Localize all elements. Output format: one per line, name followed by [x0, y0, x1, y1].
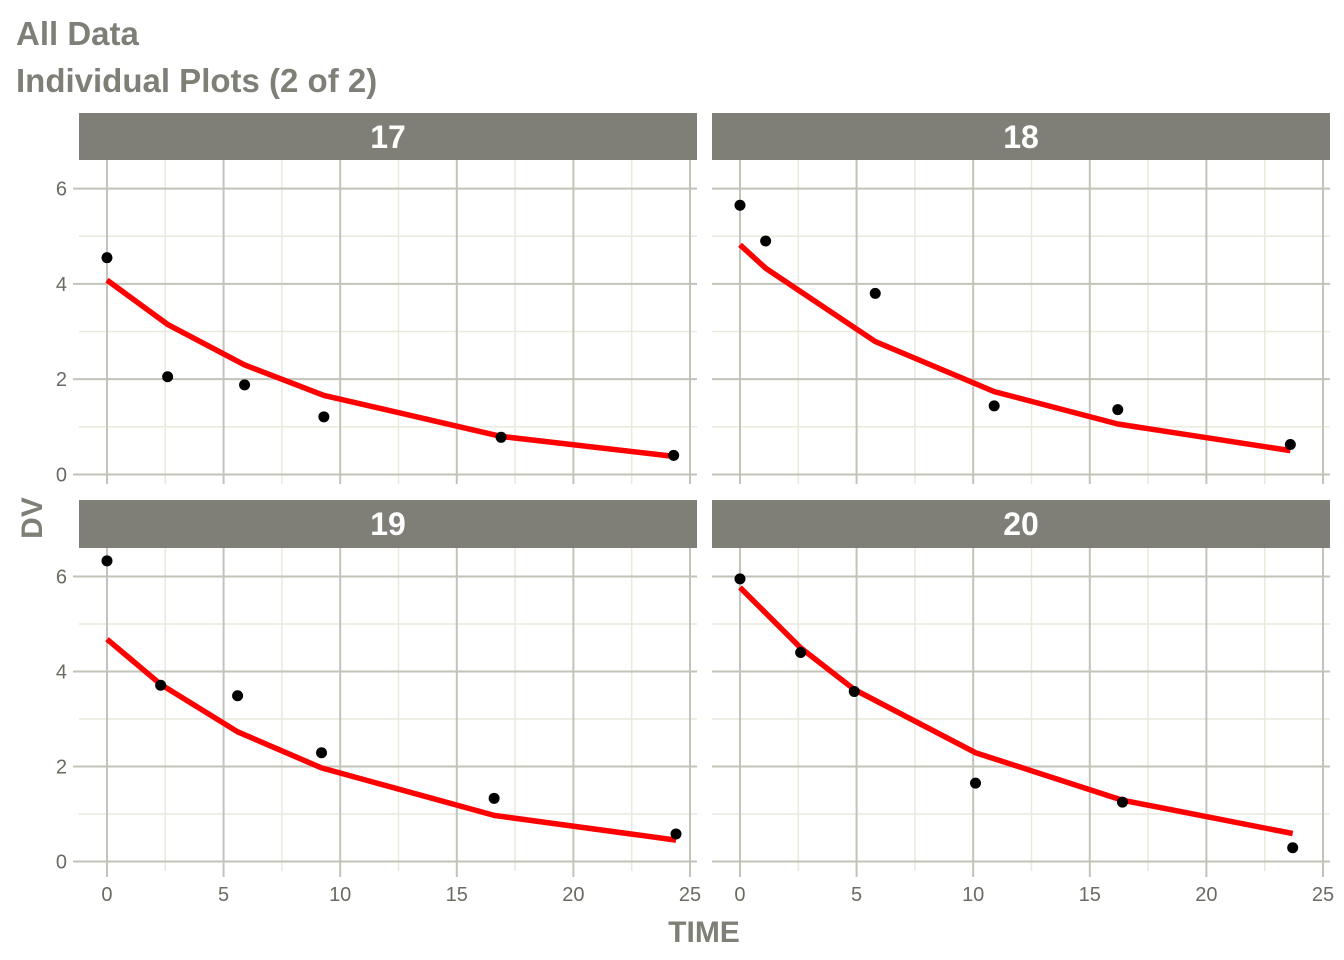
- facet-strip-label: 17: [370, 119, 406, 155]
- prediction-line: [105, 277, 675, 460]
- data-point: [1112, 404, 1124, 416]
- data-point: [495, 431, 507, 443]
- prediction-line: [738, 242, 1291, 454]
- facet-panel-19: 19 0 2 4 6 0 5 10 15 20 25: [56, 500, 701, 906]
- y-axis-title: DV: [16, 497, 49, 539]
- x-tick-label: 20: [1195, 884, 1217, 906]
- prediction-line: [738, 585, 1294, 837]
- x-tick-label: 15: [1079, 884, 1101, 906]
- y-tick-label: 2: [56, 369, 67, 391]
- y-tick-label: 4: [56, 274, 67, 296]
- data-point: [869, 287, 881, 299]
- data-point: [1287, 842, 1299, 854]
- data-point: [848, 685, 860, 697]
- x-axis-title: TIME: [668, 916, 740, 949]
- data-point: [734, 199, 746, 211]
- facet-strip-label: 20: [1003, 506, 1039, 542]
- data-point: [316, 747, 328, 759]
- chart-subtitle: Individual Plots (2 of 2): [16, 62, 377, 99]
- x-tick-label: 0: [734, 884, 745, 906]
- x-tick-label: 10: [329, 884, 351, 906]
- data-point: [162, 371, 174, 383]
- y-tick-label: 6: [56, 179, 67, 201]
- x-tick-label: 10: [962, 884, 984, 906]
- data-point: [734, 573, 746, 585]
- x-tick-label: 15: [446, 884, 468, 906]
- data-point: [668, 449, 680, 461]
- data-point: [1116, 796, 1128, 808]
- x-tick-label: 20: [562, 884, 584, 906]
- y-tick-label: 6: [56, 567, 67, 589]
- x-tick-label: 5: [218, 884, 229, 906]
- data-point: [488, 792, 500, 804]
- facet-panel-18: 18: [712, 113, 1330, 484]
- y-tick-label: 0: [56, 464, 67, 486]
- facet-strip-label: 18: [1003, 119, 1039, 155]
- data-point: [670, 828, 682, 840]
- data-point: [239, 379, 251, 391]
- data-point: [1284, 438, 1296, 450]
- data-point: [101, 252, 113, 264]
- x-tick-label: 25: [1312, 884, 1334, 906]
- data-point: [101, 555, 113, 567]
- facet-strip-label: 19: [370, 506, 406, 542]
- facet-panels: 17 0 2 4 6 18 19 0 2 4 6 0 5 10 15 20 25 20 0 5 10 15 20 25: [56, 113, 1334, 906]
- facet-strip: [712, 113, 1330, 160]
- facet-panel-20: 20 0 5 10 15 20 25: [712, 500, 1334, 906]
- x-tick-label: 25: [679, 884, 701, 906]
- x-tick-label: 5: [851, 884, 862, 906]
- data-point: [232, 690, 244, 702]
- facet-strip: [79, 500, 697, 548]
- x-tick-label: 0: [101, 884, 112, 906]
- data-point: [318, 411, 330, 423]
- data-point: [970, 777, 982, 789]
- y-tick-label: 4: [56, 662, 67, 684]
- chart-title: All Data: [16, 15, 140, 52]
- data-point: [760, 235, 772, 247]
- data-point: [988, 400, 1000, 412]
- prediction-line: [105, 637, 677, 843]
- facet-strip: [712, 500, 1330, 548]
- facet-strip: [79, 113, 697, 160]
- y-tick-label: 0: [56, 852, 67, 874]
- y-tick-label: 2: [56, 757, 67, 779]
- data-point: [155, 679, 167, 691]
- facet-panel-17: 17 0 2 4 6: [56, 113, 697, 486]
- data-point: [795, 647, 807, 658]
